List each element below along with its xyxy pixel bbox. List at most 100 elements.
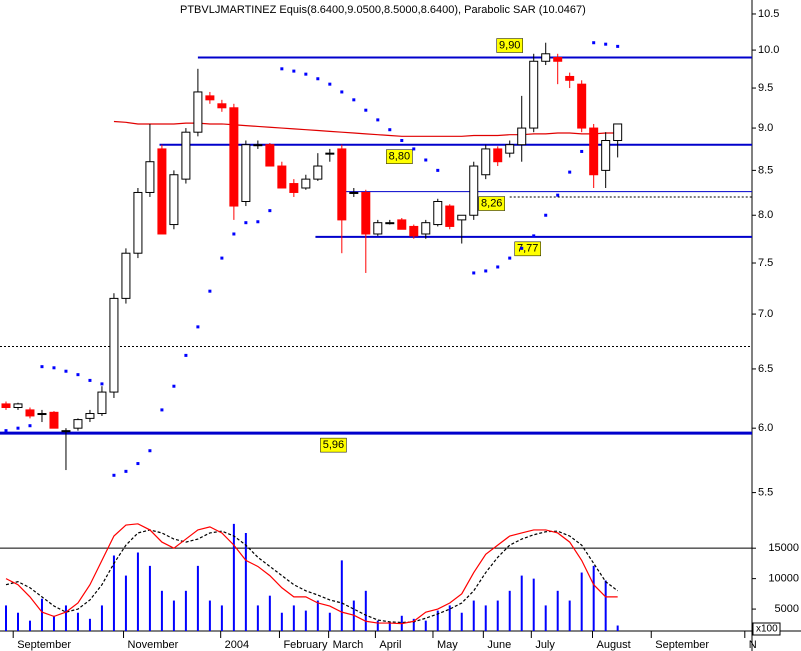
- candle-body: [49, 411, 59, 429]
- sar-dot: [532, 234, 536, 238]
- level-label-box: [496, 38, 523, 53]
- sar-dot: [604, 42, 608, 46]
- x-tick-label: March: [333, 639, 364, 651]
- candle-body: [517, 127, 527, 146]
- x-tick-label: June: [487, 639, 511, 651]
- candle-body: [553, 57, 563, 62]
- sar-dot: [592, 41, 596, 45]
- sar-dot: [556, 193, 560, 197]
- candle-body: [265, 144, 275, 167]
- x-tick-label: September: [17, 639, 71, 651]
- sar-dot: [328, 82, 332, 86]
- candle-body: [601, 140, 611, 171]
- candle-body: [277, 165, 287, 189]
- sar-dot: [580, 149, 584, 153]
- sar-dot: [316, 77, 320, 81]
- sar-dot: [40, 365, 44, 369]
- y-tick-label: 9.5: [758, 82, 773, 94]
- level-label: 8,80: [389, 151, 410, 163]
- candle-body: [361, 191, 371, 235]
- sar-dot: [28, 424, 32, 428]
- candle-body: [13, 403, 23, 408]
- candle-body: [337, 148, 347, 221]
- level-label-box: [320, 437, 347, 453]
- candle-body: [37, 413, 47, 416]
- candle-body: [193, 91, 203, 133]
- candle-body: [133, 191, 143, 254]
- sar-dot: [304, 72, 308, 76]
- candle-body: [433, 200, 443, 226]
- candle-body: [313, 165, 323, 180]
- candle-body: [25, 409, 35, 417]
- candle-body: [217, 103, 227, 109]
- candle-body: [373, 222, 383, 235]
- candle-body: [301, 178, 311, 189]
- candle-body: [325, 152, 335, 155]
- sar-dot: [412, 147, 416, 151]
- y-tick-label: 7.5: [758, 257, 773, 269]
- y-tick-label: 8.5: [758, 164, 773, 176]
- candle-body: [349, 191, 359, 194]
- candle-body: [397, 219, 407, 230]
- candle-body: [97, 391, 107, 415]
- sar-dot: [220, 256, 224, 260]
- candle-body: [145, 161, 155, 193]
- sar-dot: [124, 469, 128, 473]
- sar-dot: [364, 108, 368, 112]
- sar-dot: [484, 269, 488, 273]
- sar-dot: [256, 220, 260, 224]
- sar-dot: [100, 382, 104, 386]
- y-tick-label: 10.0: [758, 44, 779, 56]
- y-tick-label: 5.5: [758, 486, 773, 498]
- sar-dot: [508, 256, 512, 260]
- candle-body: [121, 252, 131, 299]
- candle-body: [505, 144, 515, 154]
- sar-dot: [568, 170, 572, 174]
- candle-body: [157, 148, 167, 235]
- level-label: 8,26: [481, 197, 502, 209]
- candle-body: [169, 174, 179, 226]
- candle-body: [445, 205, 455, 227]
- level-label-box: [386, 149, 413, 164]
- y-tick-label: 6.5: [758, 363, 773, 375]
- sar-dot: [136, 462, 140, 466]
- level-label-box: [514, 241, 541, 257]
- candle-body: [385, 222, 395, 225]
- level-label: 7,77: [517, 243, 538, 255]
- x-tick-label: 2004: [225, 639, 249, 651]
- y-tick-label: 8.0: [758, 209, 773, 221]
- sar-dot: [52, 366, 56, 370]
- y-tick-label: 9.0: [758, 122, 773, 134]
- x-tick-label: July: [535, 639, 555, 651]
- x-tick-label: May: [437, 639, 458, 651]
- level-label-box: [478, 196, 505, 211]
- candle-body: [61, 430, 71, 433]
- sar-dot: [244, 221, 248, 225]
- y-tick-label: 7.0: [758, 308, 773, 320]
- sar-dot: [424, 158, 428, 162]
- sar-dot: [352, 98, 356, 102]
- candle-body: [457, 214, 467, 221]
- chart-title: PTBVLJMARTINEZ Equis(8.6400,9.0500,8.500…: [180, 4, 586, 16]
- y-tick-label: 10000: [768, 573, 799, 585]
- candle-body: [577, 83, 587, 129]
- fast-line: [5, 523, 618, 625]
- sar-dot: [88, 378, 92, 382]
- y-tick-label: 5000: [775, 603, 799, 615]
- sar-dot: [340, 90, 344, 94]
- candle-body: [409, 225, 419, 237]
- sar-dot: [472, 271, 476, 275]
- sar-dot: [196, 325, 200, 329]
- candle-body: [85, 413, 95, 419]
- x-tick-label: September: [655, 639, 709, 651]
- candle-body: [565, 75, 575, 81]
- sar-dot: [616, 44, 620, 48]
- candle-body: [229, 107, 239, 207]
- unit-label: x100: [756, 624, 778, 635]
- sar-dot: [292, 69, 296, 73]
- sar-dot: [160, 408, 164, 412]
- candle-body: [109, 297, 119, 393]
- unit-box: [752, 622, 781, 636]
